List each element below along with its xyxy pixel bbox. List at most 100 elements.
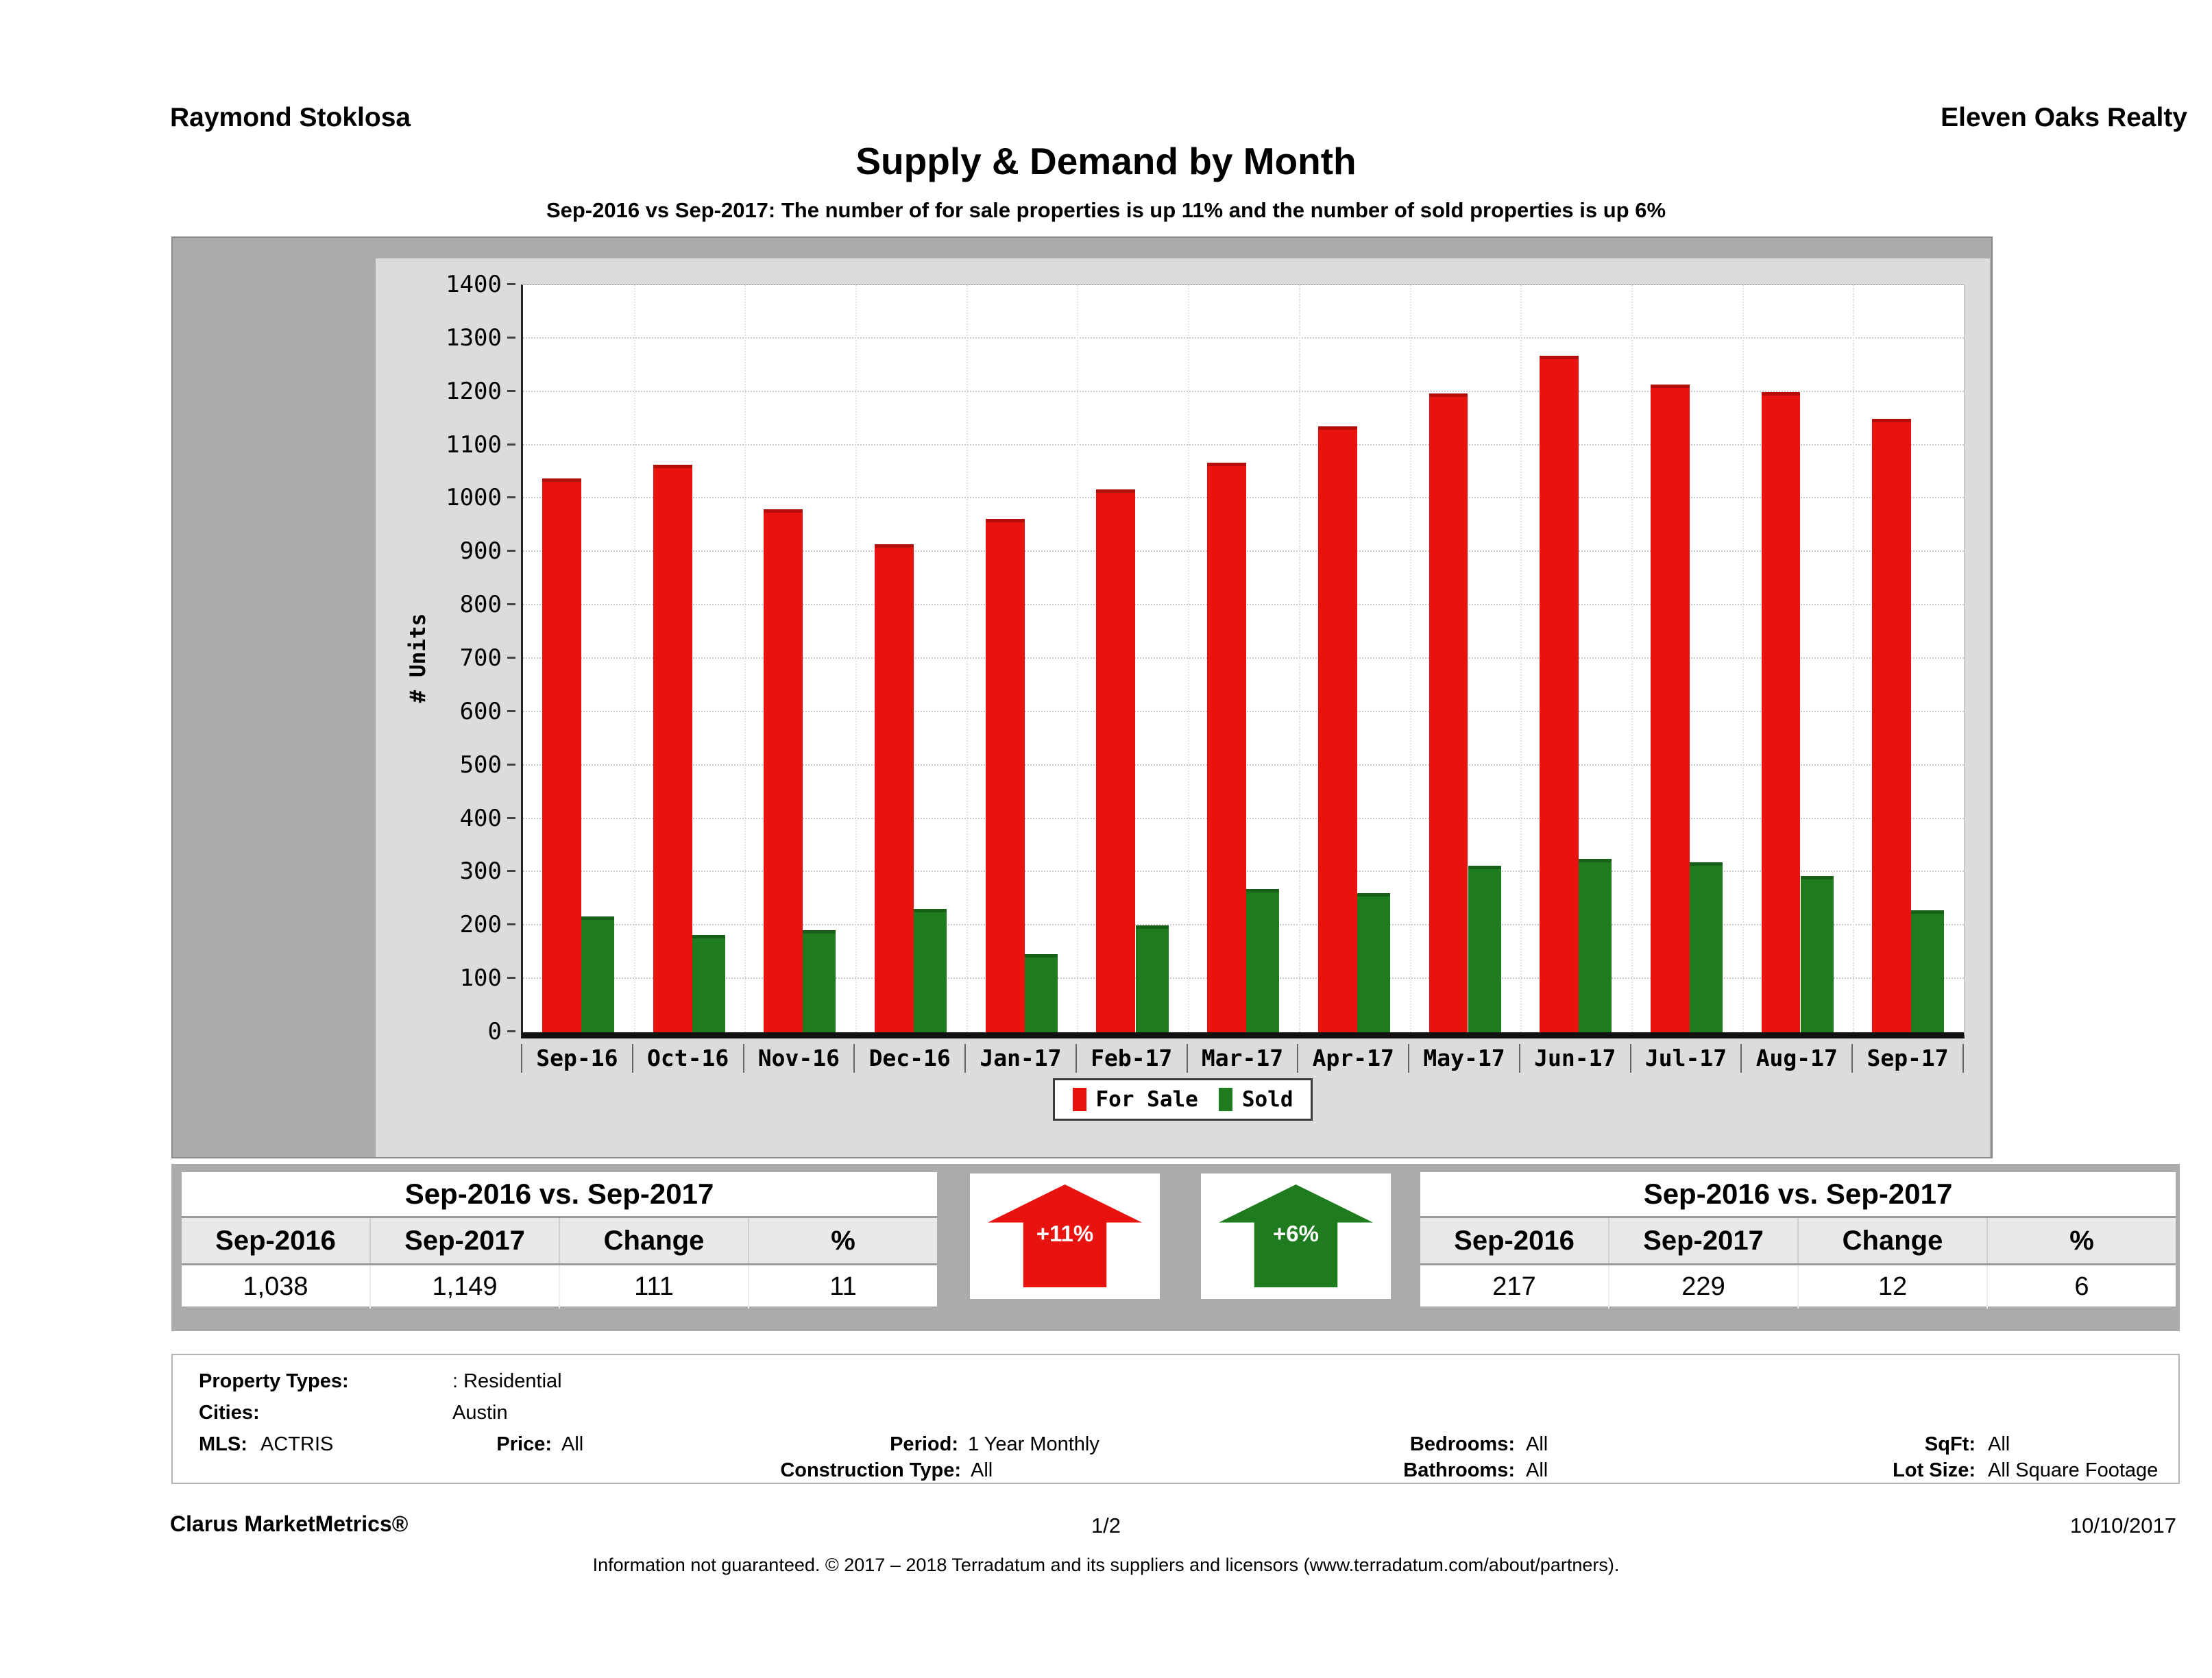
bar-for-sale [764, 509, 803, 1032]
x-tick-label: Aug-17 [1742, 1044, 1854, 1073]
gridline-horizontal [523, 443, 1964, 446]
y-tick-label: 1000 [446, 484, 502, 512]
table-title: Sep-2016 vs. Sep-2017 [182, 1172, 937, 1218]
page-title: Supply & Demand by Month [855, 140, 1357, 182]
bar-for-sale [1540, 355, 1579, 1032]
property-types-value: : Residential [452, 1370, 562, 1392]
for-sale-change-label: +11% [1036, 1221, 1094, 1246]
legend-swatch-icon [1218, 1088, 1232, 1111]
table-value-cell: 11 [829, 1272, 857, 1301]
y-tick-mark [507, 283, 515, 285]
gridline-vertical [1298, 285, 1300, 1032]
y-tick-label: 100 [459, 964, 502, 993]
legend-swatch-icon [1072, 1088, 1086, 1111]
y-tick-label: 300 [459, 858, 502, 886]
x-tick-label: Jun-17 [1520, 1044, 1631, 1073]
y-tick-label: 500 [459, 751, 502, 779]
property-types-label: Property Types: [199, 1370, 349, 1392]
gridline-vertical [1520, 285, 1522, 1032]
table-value-cell: 1,038 [182, 1265, 371, 1309]
table-title: Sep-2016 vs. Sep-2017 [1420, 1172, 2176, 1218]
summary-band: Sep-2016 vs. Sep-2017 Sep-2016 Sep-2017 Ch… [171, 1164, 2180, 1331]
table-header-cell: Change [1799, 1218, 1988, 1263]
bathrooms-label: Bathrooms: [1403, 1459, 1515, 1481]
x-tick-label: Jan-17 [966, 1044, 1077, 1073]
gridline-vertical [744, 285, 746, 1032]
x-tick-label: Nov-16 [744, 1044, 855, 1073]
table-header-cell: % [831, 1226, 855, 1256]
bar-for-sale [1096, 489, 1136, 1032]
report-criteria-box: Property Types: : Residential Cities: Au… [171, 1354, 2180, 1484]
bar-for-sale [1872, 419, 1912, 1032]
gridline-vertical [1853, 285, 1855, 1032]
y-tick-mark [507, 923, 515, 926]
y-tick-mark [507, 443, 515, 446]
bar-sold [1579, 858, 1612, 1032]
y-tick-mark [507, 603, 515, 606]
table-value-cell: 1,149 [371, 1265, 560, 1309]
y-tick-label: 1400 [446, 271, 502, 298]
y-tick-label: 1200 [446, 377, 502, 405]
cities-label: Cities: [199, 1402, 260, 1424]
y-tick-label: 0 [487, 1018, 502, 1045]
gridline-horizontal [523, 284, 1964, 285]
gridline-vertical [633, 285, 635, 1032]
bar-for-sale [542, 478, 581, 1032]
y-tick-label: 800 [459, 591, 502, 619]
product-name: Clarus MarketMetrics® [170, 1511, 409, 1536]
y-tick-label: 1100 [446, 430, 502, 459]
bathrooms-value: All [1526, 1459, 1548, 1481]
x-axis: Sep-16 Oct-16 Nov-16 Dec-16 Jan-17 Feb-17 Mar-… [521, 1044, 1964, 1073]
sold-comparison-table: Sep-2016 vs. Sep-2017 Sep-2016 Sep-2017 Ch… [1420, 1172, 2176, 1309]
sold-change-arrow-box: +6% [1201, 1174, 1391, 1299]
table-header-cell: Change [560, 1218, 749, 1263]
legend-item: Sold [1218, 1087, 1293, 1112]
x-tick-label: Sep-16 [521, 1044, 633, 1073]
bar-for-sale [1207, 462, 1247, 1032]
chart-legend: For Sale Sold [1052, 1078, 1313, 1121]
plot-area [521, 284, 1965, 1038]
y-tick-mark [507, 977, 515, 980]
table-header-cell: Sep-2017 [1609, 1218, 1799, 1263]
bar-sold [581, 916, 615, 1032]
table-header-cell: % [2069, 1226, 2094, 1256]
sold-change-label: +6% [1273, 1221, 1319, 1246]
y-tick-mark [507, 657, 515, 659]
criteria-row: MLS: ACTRIS Price: All Period: 1 Year Mo… [173, 1431, 2178, 1458]
sqft-label: SqFt: [1924, 1433, 1976, 1455]
x-tick-label: Sep-17 [1853, 1044, 1964, 1073]
construction-type-label: Construction Type: [780, 1459, 961, 1481]
bar-sold [914, 909, 947, 1032]
for-sale-comparison-table: Sep-2016 vs. Sep-2017 Sep-2016 Sep-2017 Ch… [182, 1172, 937, 1309]
lot-size-value: All Square Footage [1988, 1459, 2159, 1481]
bedrooms-label: Bedrooms: [1409, 1433, 1515, 1455]
criteria-row: Construction Type: All Bathrooms: All Lo… [173, 1457, 2178, 1484]
bar-for-sale [1317, 426, 1357, 1032]
price-label: Price: [496, 1433, 552, 1455]
disclaimer-text: Information not guaranteed. © 2017 – 201… [592, 1555, 1620, 1575]
gridline-vertical [1409, 285, 1411, 1032]
y-tick-label: 1300 [446, 324, 502, 352]
bar-sold [1468, 866, 1501, 1032]
page-subtitle: Sep-2016 vs Sep-2017: The number of for … [546, 198, 1666, 222]
table-value-cell: 229 [1609, 1265, 1799, 1309]
table-header-row: Sep-2016 Sep-2017 Change% [182, 1218, 937, 1265]
legend-label: Sold [1241, 1087, 1293, 1112]
lot-size-label: Lot Size: [1893, 1459, 1976, 1481]
y-tick-mark [507, 496, 515, 499]
y-tick-mark [507, 763, 515, 766]
gridline-vertical [855, 285, 858, 1032]
table-header-cell: Sep-2016 [182, 1218, 371, 1263]
table-header-cell: Sep-2016 [1420, 1218, 1609, 1263]
x-tick-label: Oct-16 [633, 1044, 744, 1073]
table-value-cell: 217 [1420, 1265, 1609, 1309]
sqft-value: All [1988, 1433, 2010, 1455]
agent-name: Raymond Stoklosa [170, 103, 411, 132]
y-tick-mark [507, 389, 515, 392]
y-tick-mark [507, 870, 515, 873]
for-sale-change-arrow-box: +11% [970, 1174, 1160, 1299]
bar-for-sale [1650, 384, 1690, 1032]
gridline-vertical [1742, 285, 1744, 1032]
gridline-vertical [966, 285, 968, 1032]
